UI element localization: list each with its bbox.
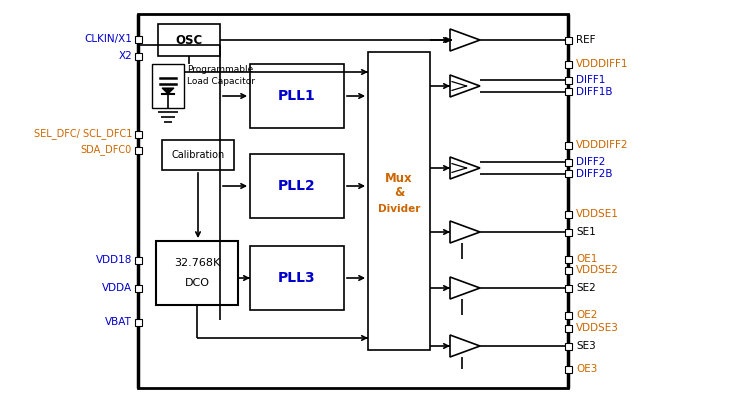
Text: VDDDIFF2: VDDDIFF2 bbox=[576, 140, 628, 150]
Text: PLL3: PLL3 bbox=[279, 271, 316, 285]
Text: X2: X2 bbox=[118, 51, 132, 61]
Bar bbox=[134, 130, 141, 138]
Text: Programmable: Programmable bbox=[187, 66, 253, 74]
Text: VDDSE1: VDDSE1 bbox=[576, 209, 619, 219]
Bar bbox=[368, 52, 430, 350]
Bar bbox=[564, 210, 572, 218]
Text: Mux: Mux bbox=[385, 172, 413, 186]
Bar bbox=[134, 146, 141, 154]
Bar bbox=[564, 266, 572, 274]
Text: PLL2: PLL2 bbox=[278, 179, 316, 193]
Text: OE2: OE2 bbox=[576, 310, 597, 320]
Text: &: & bbox=[394, 186, 404, 200]
Bar bbox=[134, 52, 141, 60]
Bar bbox=[564, 88, 572, 96]
Text: DIFF1: DIFF1 bbox=[576, 75, 605, 85]
Bar bbox=[250, 64, 344, 128]
Text: VDDDIFF1: VDDDIFF1 bbox=[576, 59, 628, 69]
Bar bbox=[564, 284, 572, 292]
Text: SE1: SE1 bbox=[576, 227, 596, 237]
Bar bbox=[564, 312, 572, 318]
Bar bbox=[564, 170, 572, 178]
Bar bbox=[564, 366, 572, 372]
Bar bbox=[250, 154, 344, 218]
Bar bbox=[152, 64, 184, 108]
Bar bbox=[564, 76, 572, 84]
Text: Divider: Divider bbox=[377, 204, 420, 214]
Bar bbox=[564, 36, 572, 44]
Bar bbox=[564, 158, 572, 166]
Bar bbox=[564, 324, 572, 332]
Text: SDA_DFC0: SDA_DFC0 bbox=[81, 144, 132, 156]
Text: CLKIN/X1: CLKIN/X1 bbox=[84, 34, 132, 44]
Text: SE2: SE2 bbox=[576, 283, 596, 293]
Text: SE3: SE3 bbox=[576, 341, 596, 351]
Text: Load Capacitor: Load Capacitor bbox=[187, 78, 255, 86]
Text: DIFF1B: DIFF1B bbox=[576, 87, 613, 97]
Bar bbox=[250, 246, 344, 310]
Bar bbox=[162, 140, 234, 170]
Bar bbox=[564, 342, 572, 350]
Text: DIFF2B: DIFF2B bbox=[576, 169, 613, 179]
Bar bbox=[134, 284, 141, 292]
Bar bbox=[158, 24, 220, 56]
Bar bbox=[134, 256, 141, 264]
Text: VDDA: VDDA bbox=[102, 283, 132, 293]
Bar bbox=[134, 318, 141, 326]
Text: OE3: OE3 bbox=[576, 364, 597, 374]
Bar bbox=[564, 256, 572, 262]
Text: OSC: OSC bbox=[175, 34, 202, 46]
Text: VBAT: VBAT bbox=[105, 317, 132, 327]
Text: PLL1: PLL1 bbox=[278, 89, 316, 103]
Text: DIFF2: DIFF2 bbox=[576, 157, 605, 167]
Text: DCO: DCO bbox=[185, 278, 210, 288]
Polygon shape bbox=[162, 88, 174, 94]
Bar bbox=[134, 36, 141, 42]
Text: SEL_DFC/ SCL_DFC1: SEL_DFC/ SCL_DFC1 bbox=[34, 128, 132, 140]
Text: REF: REF bbox=[576, 35, 595, 45]
Text: Calibration: Calibration bbox=[172, 150, 224, 160]
Text: VDDSE3: VDDSE3 bbox=[576, 323, 619, 333]
Text: 32.768K: 32.768K bbox=[174, 258, 220, 268]
Bar bbox=[564, 60, 572, 68]
Text: OE1: OE1 bbox=[576, 254, 597, 264]
Bar bbox=[564, 142, 572, 148]
Text: VDDSE2: VDDSE2 bbox=[576, 265, 619, 275]
Bar bbox=[156, 241, 238, 305]
Bar bbox=[564, 228, 572, 236]
Bar bbox=[138, 14, 568, 388]
Text: VDD18: VDD18 bbox=[95, 255, 132, 265]
